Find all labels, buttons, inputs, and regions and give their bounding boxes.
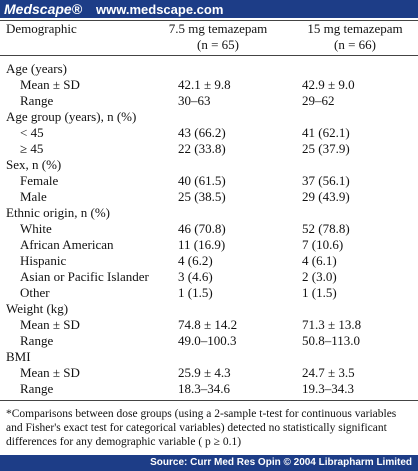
value-cell: 71.3 ± 13.8 bbox=[302, 317, 362, 332]
value-cell: 25 (37.9) bbox=[302, 141, 350, 156]
section-title: Age (years) bbox=[6, 61, 67, 76]
row-label: Mean ± SD bbox=[20, 317, 80, 332]
row-label: Other bbox=[20, 285, 50, 300]
brand: Medscape® bbox=[4, 1, 83, 17]
row-label: < 45 bbox=[20, 125, 44, 140]
row-label: Asian or Pacific Islander bbox=[20, 269, 149, 284]
value-cell: 41 (62.1) bbox=[302, 125, 350, 140]
value-cell: 29 (43.9) bbox=[302, 189, 350, 204]
header-bar: Medscape® www.medscape.com bbox=[0, 0, 418, 18]
row-label: Mean ± SD bbox=[20, 77, 80, 92]
header-cell: (n = 65) bbox=[197, 37, 239, 52]
section-title: Sex, n (%) bbox=[6, 157, 62, 172]
value-cell: 50.8–113.0 bbox=[302, 333, 361, 348]
value-cell: 42.1 ± 9.8 bbox=[178, 77, 231, 92]
value-cell: 37 (56.1) bbox=[302, 173, 350, 188]
rule bbox=[0, 55, 418, 56]
value-cell: 19.3–34.3 bbox=[302, 381, 354, 396]
section-title: BMI bbox=[6, 349, 31, 364]
row-label: Range bbox=[20, 93, 54, 108]
value-cell: 25 (38.5) bbox=[178, 189, 226, 204]
header-cell: 7.5 mg temazepam bbox=[168, 21, 268, 36]
value-cell: 25.9 ± 4.3 bbox=[178, 365, 231, 380]
row-label: Range bbox=[20, 333, 54, 348]
row-label: Male bbox=[20, 189, 47, 204]
value-cell: 29–62 bbox=[302, 93, 335, 108]
footer-bar: Source: Curr Med Res Opin © 2004 Libraph… bbox=[0, 455, 418, 471]
value-cell: 3 (4.6) bbox=[178, 269, 213, 284]
source: Source: Curr Med Res Opin © 2004 Libraph… bbox=[150, 457, 412, 468]
value-cell: 1 (1.5) bbox=[302, 285, 337, 300]
value-cell: 4 (6.2) bbox=[178, 253, 213, 268]
row-label: Female bbox=[20, 173, 59, 188]
value-cell: 7 (10.6) bbox=[302, 237, 344, 252]
footnote: *Comparisons between dose groups (using … bbox=[6, 408, 397, 448]
row-label: ≥ 45 bbox=[20, 141, 44, 156]
value-cell: 1 (1.5) bbox=[178, 285, 213, 300]
header-cell: 15 mg temazepam bbox=[307, 21, 403, 36]
value-cell: 42.9 ± 9.0 bbox=[302, 77, 355, 92]
rule bbox=[0, 400, 418, 401]
row-label: African American bbox=[20, 237, 114, 252]
url: www.medscape.com bbox=[96, 2, 224, 17]
value-cell: 74.8 ± 14.2 bbox=[178, 317, 238, 332]
value-cell: 18.3–34.6 bbox=[178, 381, 230, 396]
value-cell: 52 (78.8) bbox=[302, 221, 350, 236]
value-cell: 11 (16.9) bbox=[178, 237, 226, 252]
section-title: Weight (kg) bbox=[6, 301, 69, 316]
value-cell: 22 (33.8) bbox=[178, 141, 226, 156]
value-cell: 4 (6.1) bbox=[302, 253, 337, 268]
value-cell: 46 (70.8) bbox=[178, 221, 226, 236]
section-title: Age group (years), n (%) bbox=[6, 109, 137, 124]
value-cell: 40 (61.5) bbox=[178, 173, 226, 188]
row-label: Range bbox=[20, 381, 54, 396]
row-label: Mean ± SD bbox=[20, 365, 80, 380]
value-cell: 30–63 bbox=[178, 93, 211, 108]
row-label: White bbox=[20, 221, 52, 236]
value-cell: 49.0–100.3 bbox=[178, 333, 237, 348]
header-cell: (n = 66) bbox=[334, 37, 376, 52]
value-cell: 2 (3.0) bbox=[302, 269, 337, 284]
row-label: Hispanic bbox=[20, 253, 67, 268]
value-cell: 24.7 ± 3.5 bbox=[302, 365, 355, 380]
header-cell: Demographic bbox=[6, 21, 77, 36]
value-cell: 43 (66.2) bbox=[178, 125, 226, 140]
section-title: Ethnic origin, n (%) bbox=[6, 205, 110, 220]
rule bbox=[0, 20, 418, 21]
